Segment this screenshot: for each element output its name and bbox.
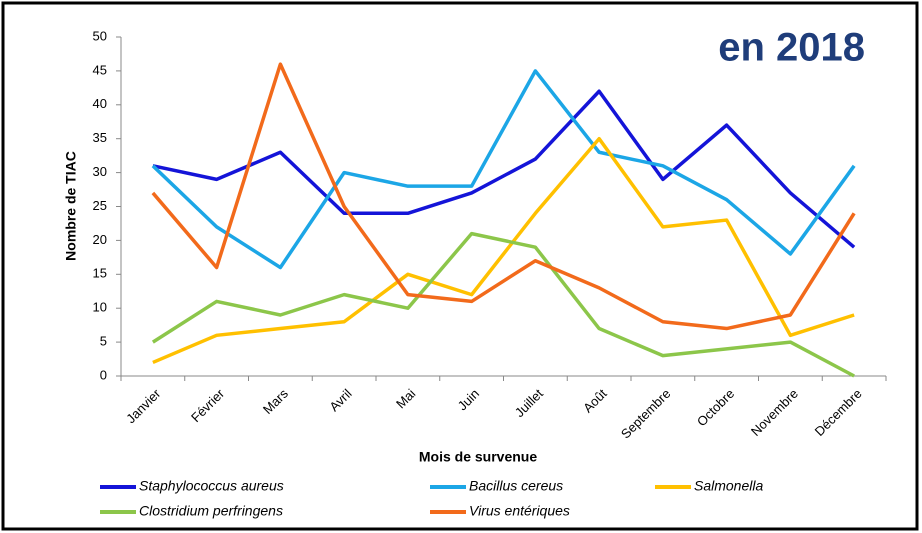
y-tick-label: 0 — [100, 367, 107, 382]
series-line — [151, 62, 856, 331]
y-tick-label: 45 — [93, 62, 107, 77]
series-line — [151, 69, 856, 270]
legend-label: Staphylococcus aureus — [139, 478, 284, 494]
y-tick-label: 10 — [93, 300, 107, 315]
y-tick-label: 40 — [93, 96, 107, 111]
annotation: en 2018 — [718, 26, 865, 70]
y-tick-label: 30 — [93, 164, 107, 179]
legend-label: Bacillus cereus — [469, 478, 563, 494]
x-axis-title: Mois de survenue — [419, 449, 537, 465]
series-line — [152, 136, 855, 365]
y-axis-title: Nombre de TIAC — [63, 151, 79, 261]
legend-label: Salmonella — [694, 478, 763, 494]
y-tick-label: 15 — [93, 266, 107, 281]
series-line — [152, 89, 856, 249]
legend-label: Clostridium perfringens — [139, 503, 283, 519]
y-tick-label: 20 — [93, 232, 107, 247]
series-line — [151, 231, 855, 378]
y-tick-label: 25 — [93, 198, 107, 213]
y-tick-label: 5 — [100, 334, 107, 349]
legend-label: Virus entériques — [469, 503, 570, 519]
y-tick-label: 50 — [93, 28, 107, 43]
y-tick-label: 35 — [93, 130, 107, 145]
